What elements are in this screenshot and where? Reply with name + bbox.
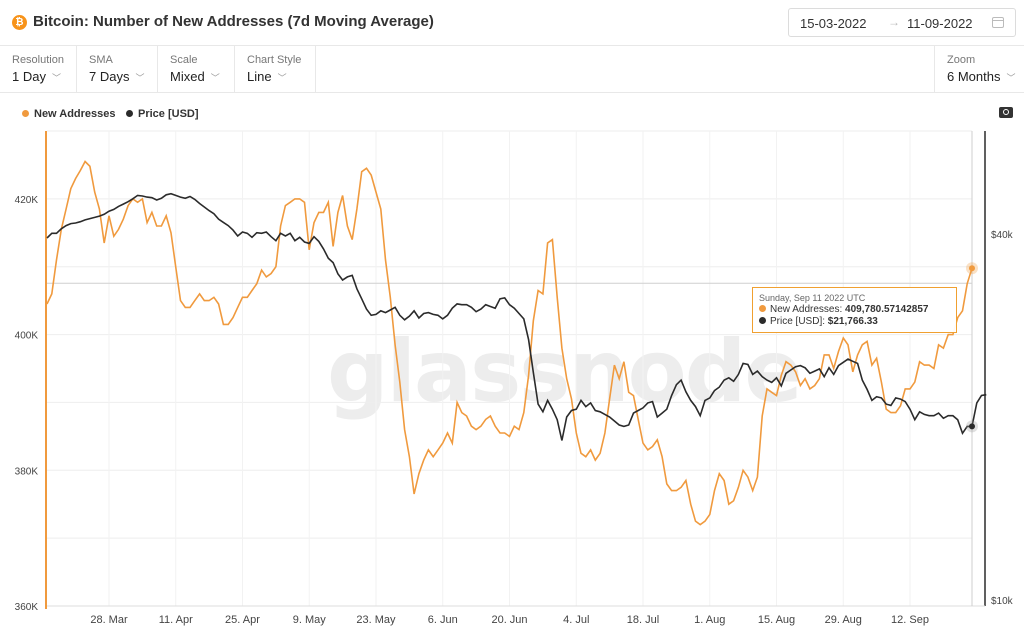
x-tick-label: 29. Aug [825,614,862,626]
chart-style-label: Chart Style [247,54,302,66]
tooltip-addresses-row: New Addresses: 409,780.57142857 [759,304,950,316]
watermark: glassnode [327,322,803,422]
calendar-icon[interactable] [992,17,1004,28]
zoom-label: Zoom [947,54,976,66]
x-tick-label: 4. Jul [563,614,589,626]
tooltip-swatch [759,305,766,312]
scale-value: Mixed [170,69,205,84]
y-left-tick-label: 400K [15,331,39,342]
x-tick-label: 28. Mar [90,614,128,626]
legend-swatch [22,110,29,117]
chevron-down-icon: ﹀ [135,73,145,83]
chevron-down-icon: ﹀ [277,73,287,83]
resolution-value: 1 Day [12,69,46,84]
resolution-label: Resolution [12,54,64,66]
zoom-select[interactable]: Zoom 6 Months ﹀ [934,46,1024,93]
arrow-right-icon: → [888,15,900,29]
chevron-down-icon: ﹀ [210,73,220,83]
x-tick-label: 23. May [356,614,396,626]
x-tick-label: 18. Jul [627,614,659,626]
x-tick-label: 12. Sep [891,614,929,626]
y-left-tick-label: 380K [15,466,39,477]
sma-value: 7 Days [89,69,130,84]
chevron-down-icon: ﹀ [1006,73,1016,83]
series-price [46,192,987,441]
x-tick-label: 25. Apr [225,614,260,626]
scale-select[interactable]: Scale Mixed ﹀ [158,46,235,93]
chart-tooltip: Sunday, Sep 11 2022 UTC New Addresses: 4… [752,287,957,333]
tooltip-addresses-label: New Addresses: [770,304,843,315]
chart-style-value: Line [247,69,272,84]
sma-select[interactable]: SMA 7 Days ﹀ [77,46,158,93]
chart-controls: Resolution 1 Day ﹀ SMA 7 Days ﹀ Scale Mixe… [0,46,1024,93]
legend-price[interactable]: Price [USD] [126,108,199,120]
series-new-addresses [46,160,973,526]
y-right-tick-label: $10k [991,596,1014,607]
page-title: Bitcoin: Number of New Addresses (7d Mov… [33,13,434,30]
scale-label: Scale [170,54,198,66]
tooltip-swatch [759,317,766,324]
zoom-value: 6 Months [947,69,1001,84]
y-left-tick-label: 420K [15,195,39,206]
tooltip-date: Sunday, Sep 11 2022 UTC [759,293,866,303]
x-tick-label: 9. May [293,614,327,626]
date-range-picker[interactable]: 15-03-2022 → 11-09-2022 [788,8,1016,37]
sma-label: SMA [89,54,113,66]
legend-new-addresses[interactable]: New Addresses [22,108,116,120]
tooltip-price-value: $21,766.33 [827,316,878,327]
bitcoin-icon: ₿ [12,15,27,30]
chart-area[interactable]: 360K 380K 400K 420K $10k $40k 28. Mar 11. Apr 25… [0,124,1024,631]
resolution-select[interactable]: Resolution 1 Day ﹀ [0,46,77,93]
legend-label: New Addresses [34,108,116,120]
x-tick-label: 20. Jun [491,614,527,626]
date-from[interactable]: 15-03-2022 [800,16,867,31]
x-tick-label: 1. Aug [694,614,725,626]
x-tick-label: 6. Jun [428,614,458,626]
hover-marker-new-addresses [969,265,975,272]
chart-style-select[interactable]: Chart Style Line ﹀ [235,46,316,93]
header-bar: ₿ Bitcoin: Number of New Addresses (7d M… [0,0,1024,46]
legend-swatch [126,110,133,117]
y-right-tick-label: $40k [991,230,1014,241]
x-tick-label: 15. Aug [758,614,795,626]
tooltip-addresses-value: 409,780.57142857 [845,304,929,315]
tooltip-price-label: Price [USD]: [770,316,826,327]
legend-label: Price [USD] [138,108,199,120]
camera-icon[interactable] [999,107,1013,118]
hover-marker-price [969,423,975,430]
x-tick-label: 11. Apr [159,614,193,626]
y-left-tick-label: 360K [15,602,39,613]
tooltip-price-row: Price [USD]: $21,766.33 [759,316,950,328]
date-to[interactable]: 11-09-2022 [907,16,973,31]
chevron-down-icon: ﹀ [51,73,61,83]
